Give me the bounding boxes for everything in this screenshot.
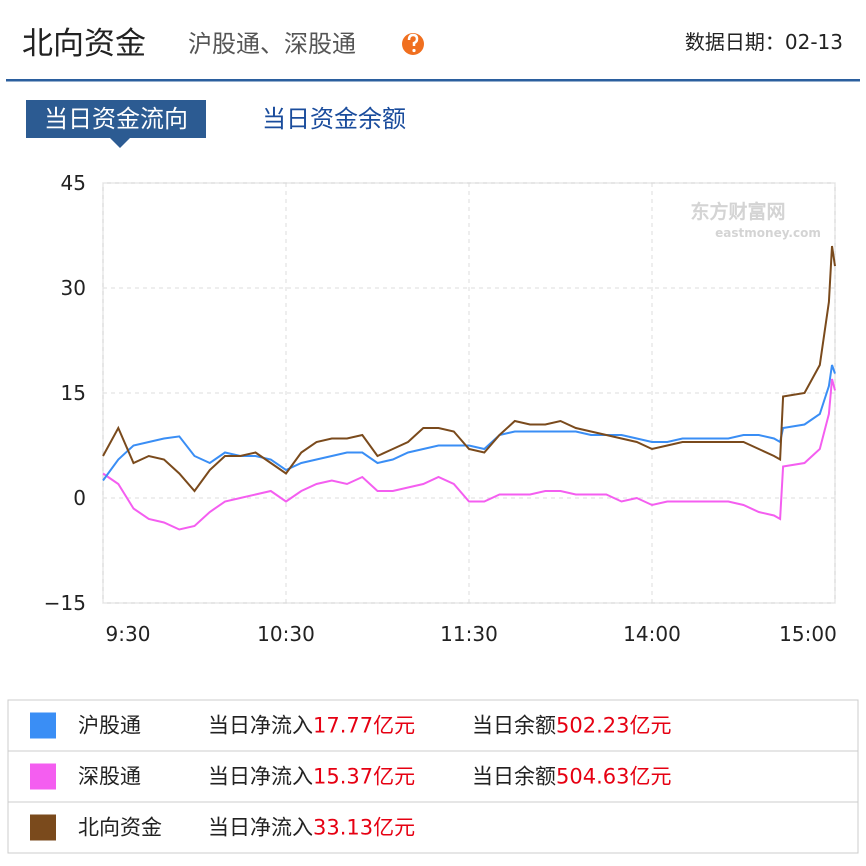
watermark: 东方财富网 xyxy=(690,200,785,223)
legend-label: 沪股通 xyxy=(78,714,141,738)
x-tick-label: 9:30 xyxy=(106,622,151,646)
tab-active[interactable]: 当日资金流向 xyxy=(26,100,206,148)
net-inflow: 当日净流入17.77亿元 xyxy=(208,714,415,738)
net-inflow-value: 15.37亿元 xyxy=(313,765,415,789)
balance-label: 当日余额 xyxy=(472,714,556,738)
net-inflow-value: 17.77亿元 xyxy=(313,714,415,738)
subtitle: 沪股通、深股通 xyxy=(188,30,356,58)
y-tick-label: 30 xyxy=(61,276,86,300)
balance: 当日余额504.63亿元 xyxy=(472,765,671,789)
x-tick-label: 11:30 xyxy=(440,622,498,646)
balance: 当日余额502.23亿元 xyxy=(472,714,671,738)
tab-label[interactable]: 当日资金流向 xyxy=(44,105,188,133)
legend-swatch xyxy=(30,814,56,841)
x-tick-label: 14:00 xyxy=(623,622,681,646)
watermark-url: eastmoney.com xyxy=(715,226,821,240)
balance-value: 502.23亿元 xyxy=(556,714,671,738)
page-title: 北向资金 xyxy=(22,26,146,62)
legend-label: 北向资金 xyxy=(78,816,162,840)
tab-label[interactable]: 当日资金余额 xyxy=(262,105,406,133)
x-tick-label: 15:00 xyxy=(779,622,837,646)
legend-label: 深股通 xyxy=(78,765,141,789)
balance-value: 504.63亿元 xyxy=(556,765,671,789)
net-inflow-label: 当日净流入 xyxy=(208,714,313,738)
y-tick-label: 45 xyxy=(61,171,86,195)
legend-swatch xyxy=(30,763,56,790)
net-inflow-label: 当日净流入 xyxy=(208,816,313,840)
net-inflow: 当日净流入15.37亿元 xyxy=(208,765,415,789)
legend-table xyxy=(7,699,859,854)
help-icon[interactable] xyxy=(402,33,424,55)
header-rule xyxy=(6,79,860,82)
y-tick-label: 15 xyxy=(61,381,86,405)
net-inflow-label: 当日净流入 xyxy=(208,765,313,789)
net-inflow: 当日净流入33.13亿元 xyxy=(208,816,415,840)
data-date: 数据日期：02-13 xyxy=(685,30,843,54)
y-tick-label: 0 xyxy=(73,486,86,510)
series-line xyxy=(102,364,836,482)
series-line xyxy=(102,245,836,493)
y-tick-label: −15 xyxy=(44,591,86,615)
series-line xyxy=(102,378,836,531)
x-tick-label: 10:30 xyxy=(257,622,315,646)
net-inflow-value: 33.13亿元 xyxy=(313,816,415,840)
legend-swatch xyxy=(30,712,56,739)
balance-label: 当日余额 xyxy=(472,765,556,789)
